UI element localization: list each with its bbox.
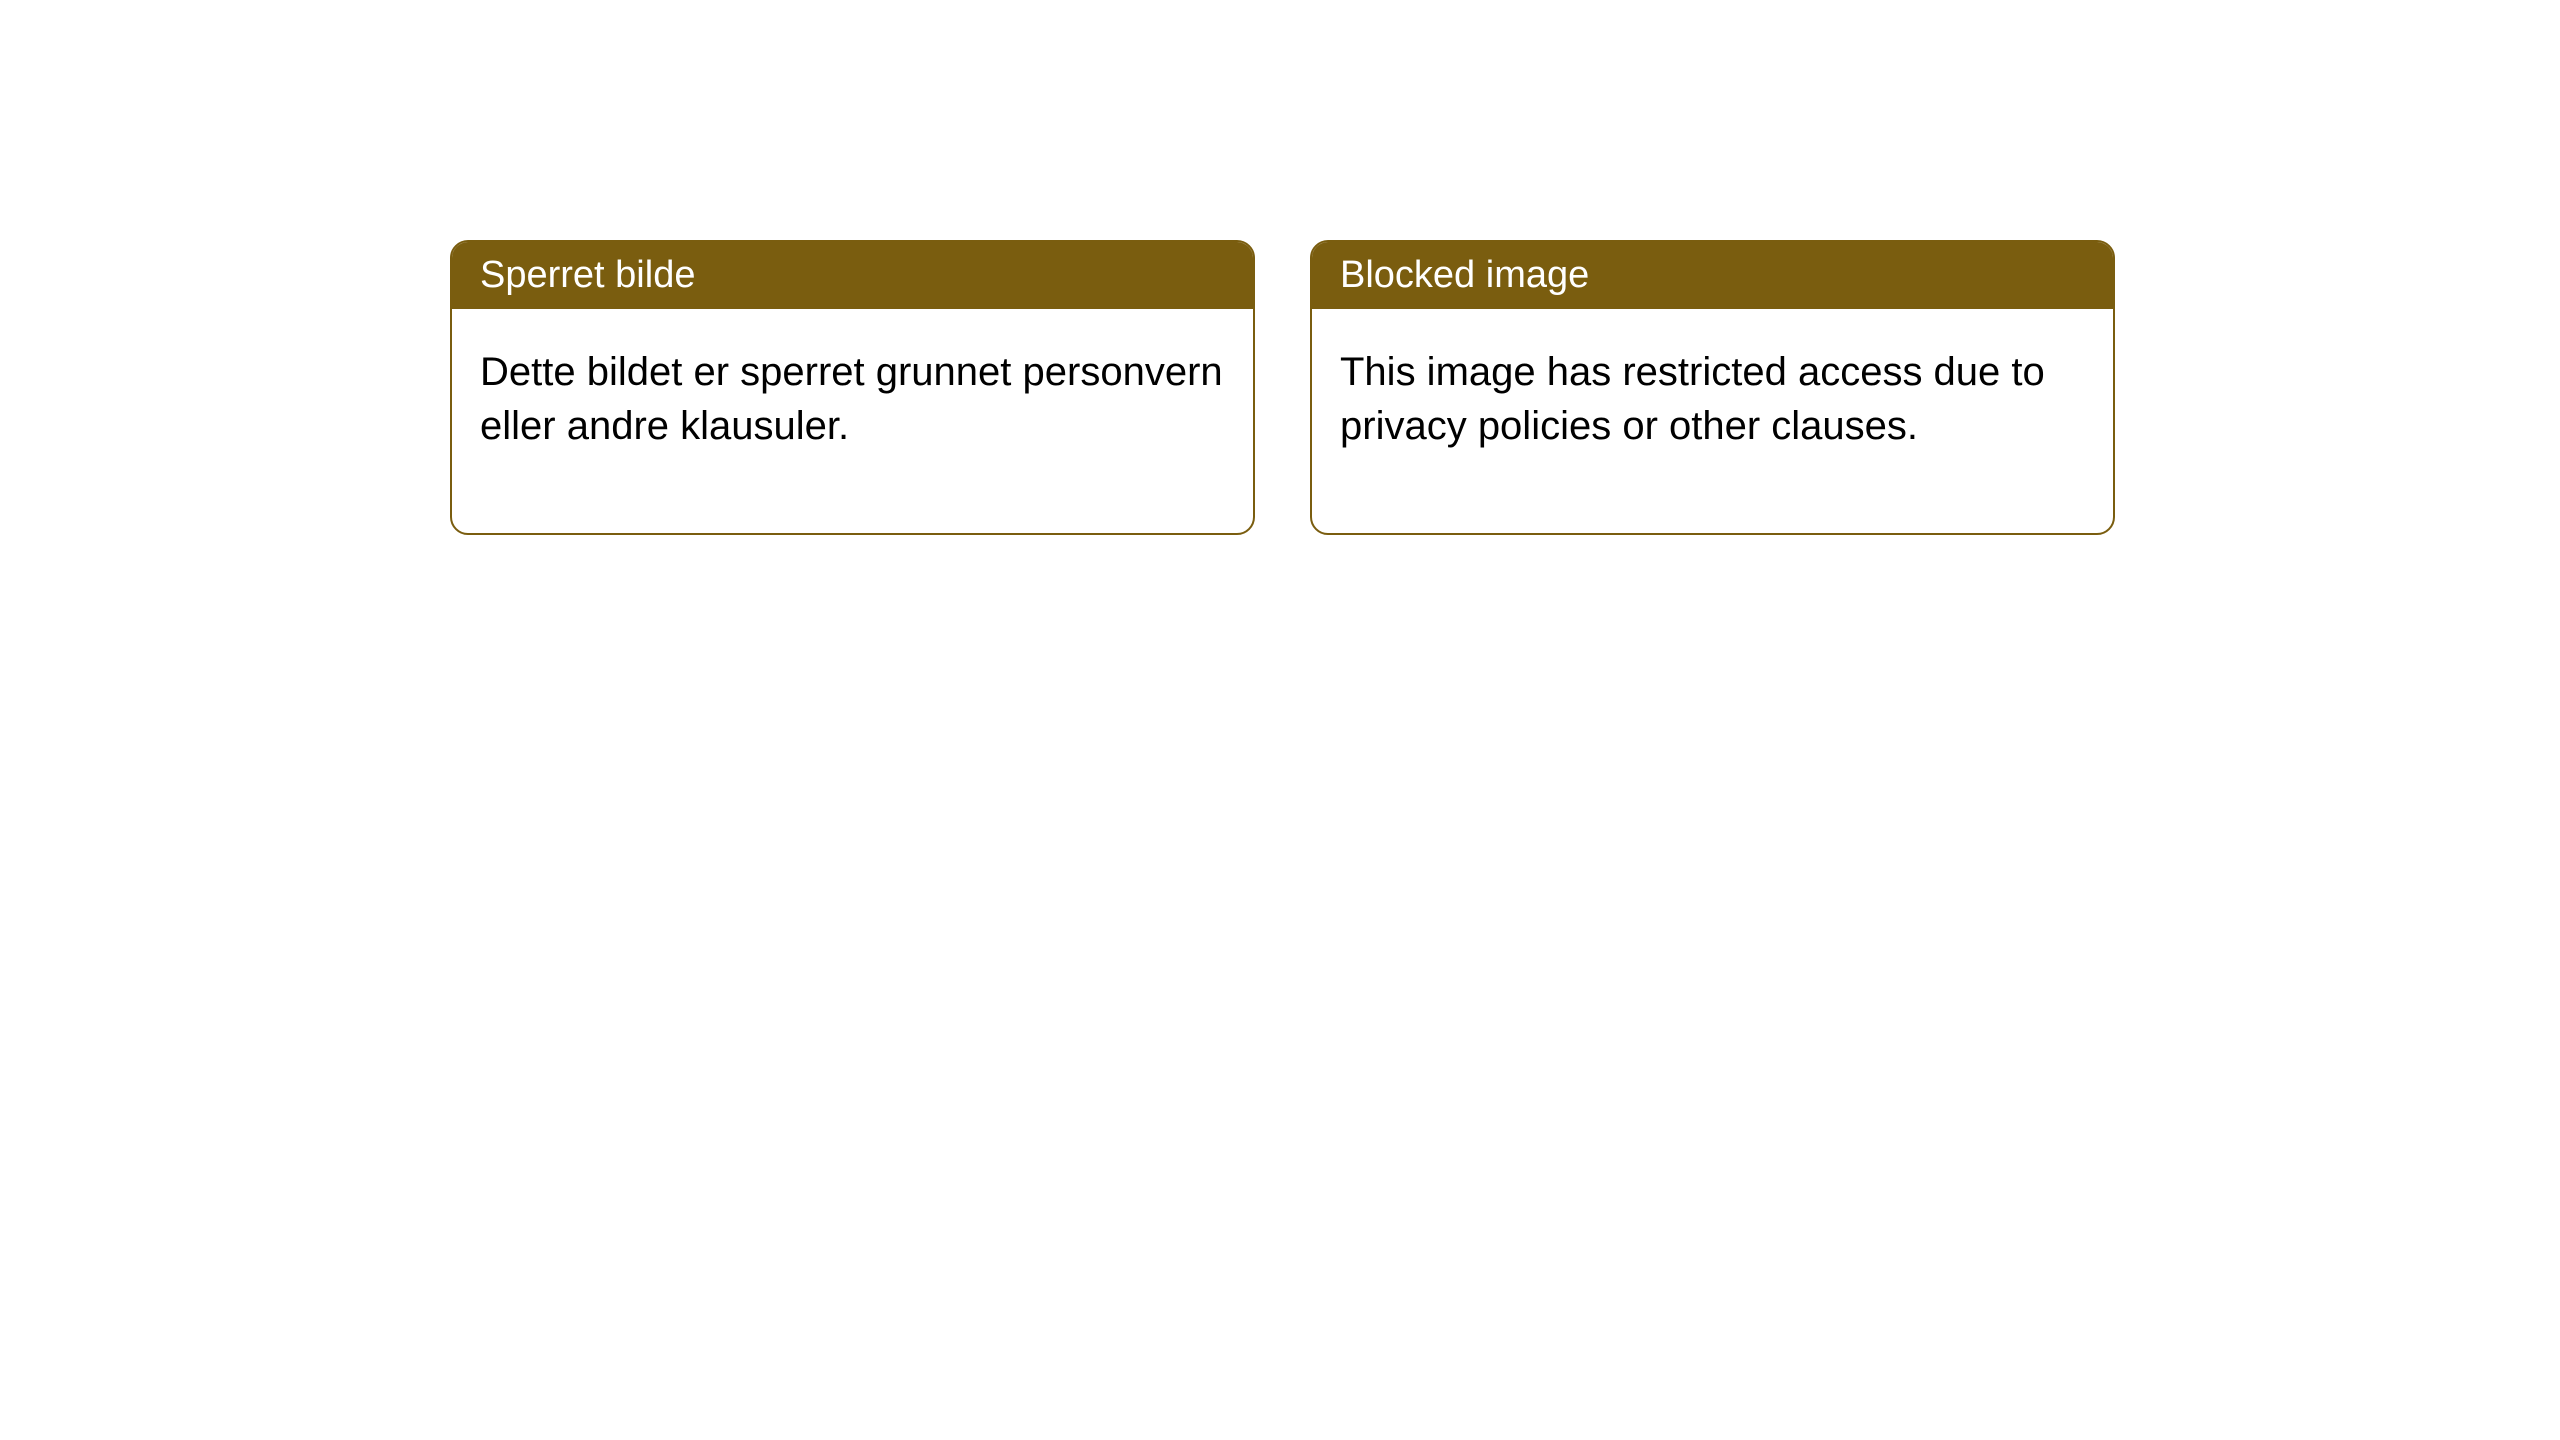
notice-card-title-no: Sperret bilde — [452, 242, 1253, 309]
notice-card-title-en: Blocked image — [1312, 242, 2113, 309]
notice-cards-container: Sperret bilde Dette bildet er sperret gr… — [0, 0, 2560, 535]
notice-card-body-en: This image has restricted access due to … — [1312, 309, 2113, 533]
notice-card-body-no: Dette bildet er sperret grunnet personve… — [452, 309, 1253, 533]
notice-card-en: Blocked image This image has restricted … — [1310, 240, 2115, 535]
notice-card-no: Sperret bilde Dette bildet er sperret gr… — [450, 240, 1255, 535]
